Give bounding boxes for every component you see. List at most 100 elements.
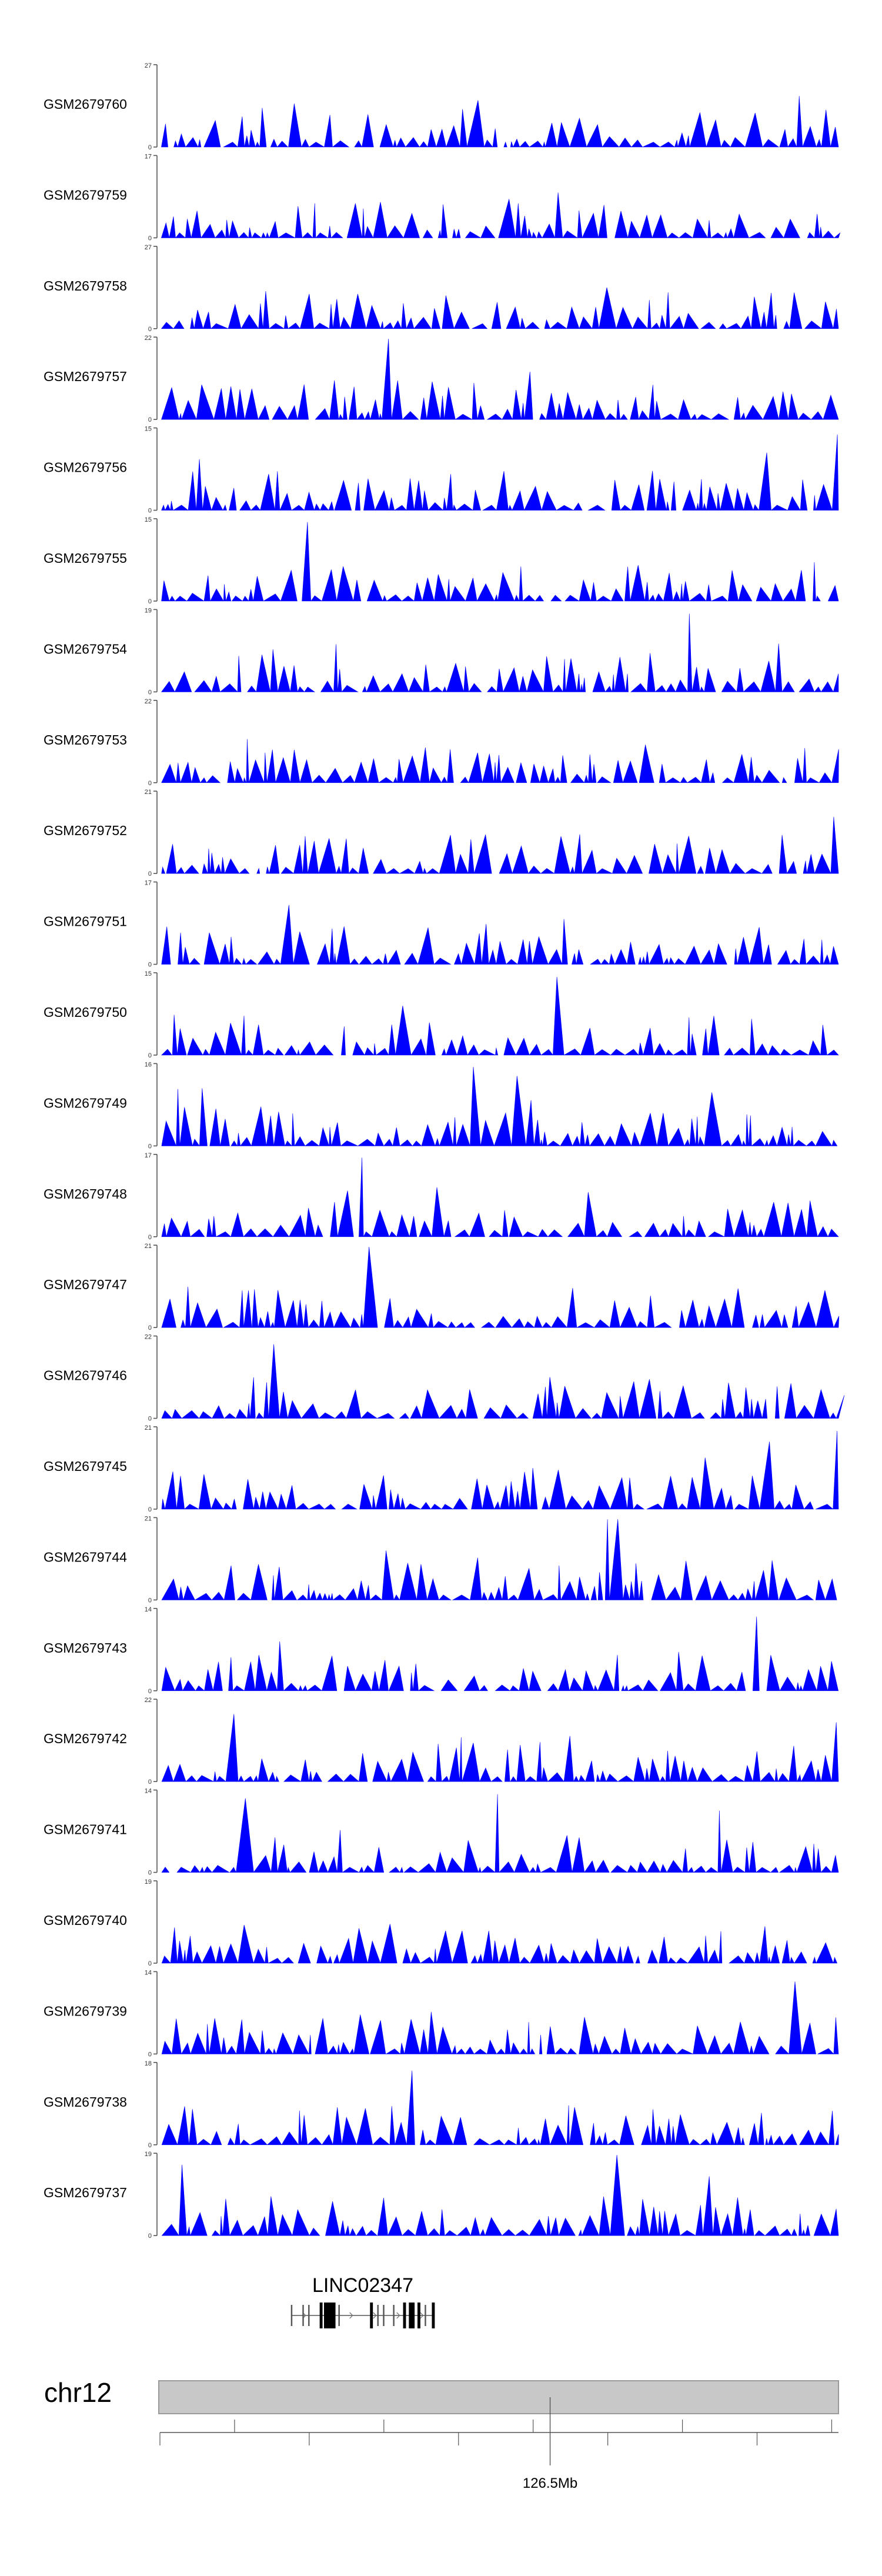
y-min-label: 0: [148, 1324, 152, 1332]
track-GSM2679755: GSM2679755 15 0: [44, 516, 839, 605]
coverage-area: [161, 1430, 839, 1510]
track-GSM2679752: GSM2679752 21 0: [44, 789, 839, 877]
y-max-label: 15: [145, 516, 152, 523]
track-GSM2679759: GSM2679759 17 0: [44, 153, 841, 242]
coverage-tracks: GSM2679760270GSM2679759170GSM2679758270G…: [44, 62, 845, 2240]
y-max-label: 14: [145, 1969, 152, 1976]
strand-chevron-icon: [349, 2312, 353, 2319]
y-max-label: 22: [145, 1334, 152, 1341]
gene-exon: [417, 2303, 420, 2328]
track-label: GSM2679746: [44, 1368, 127, 1383]
gene-exon: [370, 2303, 373, 2328]
coverage-area: [161, 1157, 839, 1237]
track-GSM2679754: GSM2679754 19 0: [44, 607, 839, 696]
track-label: GSM2679752: [44, 823, 127, 838]
track-label: GSM2679737: [44, 2185, 127, 2200]
gene-exon: [323, 2303, 336, 2328]
track-label: GSM2679745: [44, 1459, 127, 1474]
y-min-label: 0: [148, 780, 152, 787]
y-min-label: 0: [148, 2233, 152, 2240]
y-max-label: 14: [145, 1606, 152, 1613]
track-label: GSM2679755: [44, 550, 127, 566]
gene-exon: [308, 2305, 310, 2326]
gene-exon: [403, 2303, 406, 2328]
gene-exon: [432, 2303, 435, 2328]
y-max-label: 18: [145, 2060, 152, 2067]
y-max-label: 21: [145, 1243, 152, 1250]
gene-exon: [302, 2305, 304, 2326]
y-min-label: 0: [148, 598, 152, 605]
coverage-area: [161, 1616, 839, 1691]
y-min-label: 0: [148, 1960, 152, 1967]
y-min-label: 0: [148, 2051, 152, 2058]
strand-chevron-icon: [373, 2312, 377, 2319]
gene-model: [290, 2303, 435, 2328]
track-label: GSM2679739: [44, 2003, 127, 2018]
track-GSM2679758: GSM2679758 27 0: [44, 244, 839, 333]
chromosome-label: chr12: [44, 2377, 112, 2408]
y-max-label: 19: [145, 607, 152, 614]
y-min-label: 0: [148, 870, 152, 877]
coverage-area: [161, 1519, 837, 1600]
y-max-label: 15: [145, 970, 152, 977]
track-label: GSM2679748: [44, 1186, 127, 1202]
track-GSM2679742: GSM2679742 22 0: [44, 1697, 839, 1786]
y-max-label: 15: [145, 426, 152, 433]
track-GSM2679757: GSM2679757 22 0: [44, 335, 839, 423]
gene-exon: [409, 2303, 415, 2328]
track-label: GSM2679751: [44, 914, 127, 929]
y-max-label: 27: [145, 62, 152, 69]
y-min-label: 0: [148, 1416, 152, 1423]
coverage-area: [161, 905, 839, 965]
coverage-area: [161, 192, 841, 238]
y-min-label: 0: [148, 1870, 152, 1877]
position-tick-label: 126.5Mb: [523, 2475, 577, 2491]
y-min-label: 0: [148, 2142, 152, 2149]
coverage-area: [161, 1981, 839, 2054]
y-min-label: 0: [148, 689, 152, 696]
y-max-label: 17: [145, 880, 152, 887]
track-label: GSM2679757: [44, 369, 127, 384]
coverage-area: [161, 287, 839, 329]
y-max-label: 19: [145, 2151, 152, 2158]
track-GSM2679740: GSM2679740 19 0: [44, 1878, 838, 1967]
track-GSM2679738: GSM2679738 18 0: [44, 2060, 839, 2149]
coverage-area: [161, 1246, 840, 1328]
track-label: GSM2679747: [44, 1277, 127, 1292]
gene-name-label: LINC02347: [312, 2274, 413, 2297]
track-GSM2679744: GSM2679744 21 0: [44, 1515, 837, 1604]
track-label: GSM2679743: [44, 1640, 127, 1656]
y-max-label: 21: [145, 1515, 152, 1522]
y-min-label: 0: [148, 144, 152, 151]
chromosome-axis: [159, 2397, 838, 2465]
track-label: GSM2679760: [44, 96, 127, 112]
coverage-area: [161, 816, 839, 874]
gene-exon: [425, 2305, 426, 2326]
track-GSM2679746: GSM2679746 22 0: [44, 1334, 845, 1423]
coverage-area: [161, 338, 839, 420]
coverage-area: [161, 1066, 838, 1146]
coverage-area: [161, 976, 839, 1056]
track-GSM2679750: GSM2679750 15 0: [44, 970, 839, 1059]
coverage-area: [161, 522, 839, 602]
track-GSM2679745: GSM2679745 21 0: [44, 1424, 839, 1513]
coverage-area: [161, 1714, 839, 1782]
track-GSM2679749: GSM2679749 16 0: [44, 1061, 838, 1150]
coverage-area: [161, 613, 839, 692]
y-max-label: 21: [145, 1424, 152, 1432]
y-max-label: 14: [145, 1788, 152, 1795]
track-label: GSM2679759: [44, 187, 127, 202]
y-min-label: 0: [148, 1234, 152, 1241]
y-max-label: 17: [145, 1152, 152, 1159]
track-label: GSM2679738: [44, 2094, 127, 2110]
track-label: GSM2679740: [44, 1913, 127, 1928]
y-max-label: 27: [145, 244, 152, 251]
gene-exon: [377, 2305, 379, 2326]
track-GSM2679747: GSM2679747 21 0: [44, 1243, 840, 1332]
strand-chevron-icon: [420, 2312, 424, 2319]
gene-track: LINC02347: [290, 2274, 435, 2328]
y-max-label: 22: [145, 698, 152, 705]
track-GSM2679760: GSM2679760 27 0: [44, 62, 839, 151]
track-label: GSM2679742: [44, 1731, 127, 1746]
track-GSM2679756: GSM2679756 15 0: [44, 426, 839, 515]
